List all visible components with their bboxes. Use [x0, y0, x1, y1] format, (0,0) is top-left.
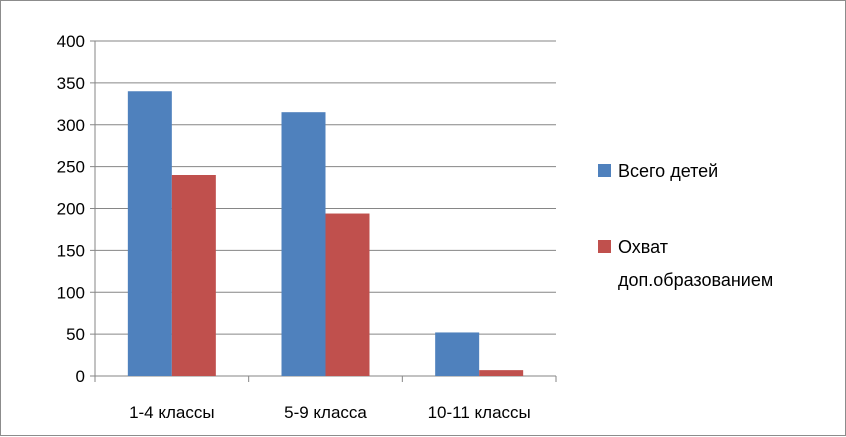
bar-total: [127, 91, 172, 376]
y-tick-labels: 0 50 100 150 200 250 300 350 400: [57, 32, 85, 386]
x-tick-label: 10-11 классы: [428, 403, 531, 422]
y-tick-label: 50: [66, 325, 85, 344]
legend: Всего детей Охват доп.образованием: [598, 161, 773, 290]
y-tick-label: 0: [76, 367, 85, 386]
bar-coverage: [325, 213, 370, 376]
legend-swatch: [598, 240, 611, 253]
y-tick-label: 150: [57, 241, 85, 260]
bar-total: [435, 332, 480, 376]
x-tick-label: 5-9 класса: [284, 403, 367, 422]
bar-coverage: [479, 370, 524, 376]
y-tick-label: 300: [57, 116, 85, 135]
y-tick-label: 400: [57, 32, 85, 51]
legend-label: Охват доп.образованием: [618, 237, 773, 290]
bar-total: [281, 112, 326, 376]
x-tick-labels: 1-4 классы 5-9 класса 10-11 классы: [129, 403, 531, 422]
y-tick-label: 250: [57, 158, 85, 177]
y-tick-label: 350: [57, 74, 85, 93]
bar-coverage: [171, 175, 216, 376]
legend-swatch: [598, 164, 611, 177]
y-tick-label: 100: [57, 283, 85, 302]
bars: [127, 91, 524, 376]
x-tick-label: 1-4 классы: [129, 403, 215, 422]
y-tick-label: 200: [57, 200, 85, 219]
legend-label: Всего детей: [618, 161, 718, 181]
